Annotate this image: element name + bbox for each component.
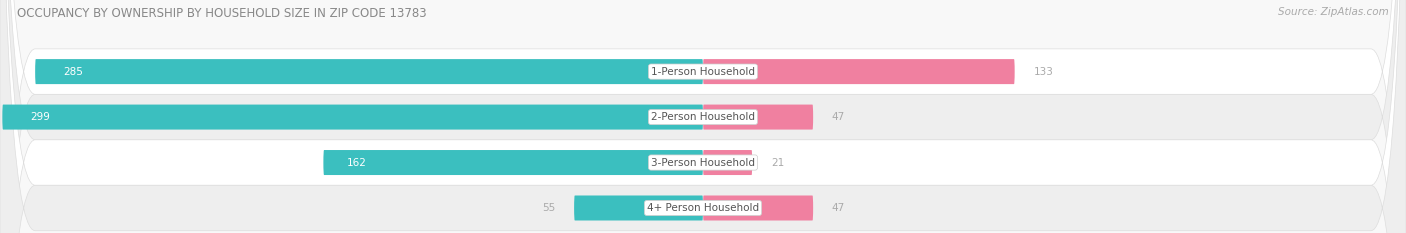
Text: 2-Person Household: 2-Person Household — [651, 112, 755, 122]
FancyBboxPatch shape — [703, 195, 813, 220]
FancyBboxPatch shape — [703, 59, 1015, 84]
FancyBboxPatch shape — [3, 105, 703, 130]
Text: 133: 133 — [1033, 67, 1053, 77]
Text: 299: 299 — [31, 112, 51, 122]
Text: 4+ Person Household: 4+ Person Household — [647, 203, 759, 213]
Text: 47: 47 — [832, 112, 845, 122]
Text: 21: 21 — [770, 158, 785, 168]
Text: OCCUPANCY BY OWNERSHIP BY HOUSEHOLD SIZE IN ZIP CODE 13783: OCCUPANCY BY OWNERSHIP BY HOUSEHOLD SIZE… — [17, 7, 426, 20]
FancyBboxPatch shape — [703, 105, 813, 130]
FancyBboxPatch shape — [703, 150, 752, 175]
Text: 3-Person Household: 3-Person Household — [651, 158, 755, 168]
Text: Source: ZipAtlas.com: Source: ZipAtlas.com — [1278, 7, 1389, 17]
Text: 47: 47 — [832, 203, 845, 213]
Text: 162: 162 — [347, 158, 367, 168]
FancyBboxPatch shape — [574, 195, 703, 220]
Text: 55: 55 — [543, 203, 555, 213]
Text: 1-Person Household: 1-Person Household — [651, 67, 755, 77]
FancyBboxPatch shape — [323, 150, 703, 175]
Text: 285: 285 — [63, 67, 83, 77]
FancyBboxPatch shape — [35, 59, 703, 84]
